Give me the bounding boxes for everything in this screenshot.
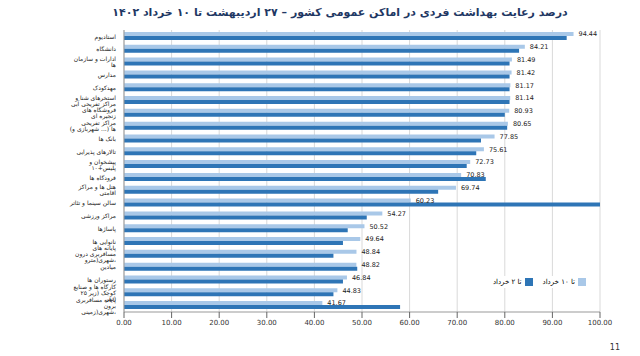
svg-text:پاساژها: پاساژها	[98, 225, 117, 233]
svg-text:استادیوم: استادیوم	[95, 33, 117, 41]
svg-text:رستوران ها: رستوران ها	[87, 276, 116, 284]
svg-text:72.73: 72.73	[475, 158, 494, 166]
svg-text:80.65: 80.65	[513, 120, 532, 128]
svg-text:30.00: 30.00	[257, 319, 277, 327]
svg-text:81.14: 81.14	[515, 94, 534, 102]
svg-text:20.00: 20.00	[209, 319, 229, 327]
svg-text:80.93: 80.93	[514, 107, 533, 115]
svg-text:ادارات و سازمانها: ادارات و سازمانها	[74, 55, 116, 68]
svg-text:90.00: 90.00	[542, 319, 562, 327]
svg-text:کارگاه ها و صنایعکوچک (زیر ۲۵ن: کارگاه ها و صنایعکوچک (زیر ۲۵نفر)	[73, 283, 116, 303]
svg-text:81.17: 81.17	[515, 82, 534, 90]
svg-text:48.84: 48.84	[361, 248, 380, 256]
html-text:درصد رعایت بهداشت فردی در اماک: درصد رعایت بهداشت فردی در اماکن عمومی کش…	[112, 6, 568, 19]
svg-text:49.64: 49.64	[365, 235, 384, 243]
svg-text:50.52: 50.52	[369, 223, 388, 231]
svg-text:فرودگاه ها: فرودگاه ها	[90, 174, 117, 182]
svg-text:54.27: 54.27	[387, 210, 406, 218]
svg-text:نانوایی ها: نانوایی ها	[92, 237, 116, 245]
html-text:زنجیره ای: زنجیره ای	[91, 112, 116, 120]
svg-text:پایانه هایمسافربری درونشهری(مت: پایانه هایمسافربری درونشهری(مترو،	[75, 244, 116, 264]
svg-text:81.42: 81.42	[517, 69, 536, 77]
svg-text:44.83: 44.83	[342, 287, 361, 295]
svg-text:60.00: 60.00	[400, 319, 420, 327]
svg-text:70.83: 70.83	[466, 171, 485, 179]
html-text:تا ۱۰ خرداد: تا ۱۰ خرداد	[542, 278, 575, 286]
svg-text:48.82: 48.82	[361, 261, 380, 269]
svg-text:میادین: میادین	[100, 263, 116, 271]
svg-text:مدارس: مدارس	[98, 71, 116, 79]
html-text:فروشگاه های: فروشگاه های	[82, 106, 116, 114]
svg-text:40.00: 40.00	[304, 319, 324, 327]
svg-text:94.44: 94.44	[579, 30, 598, 38]
svg-text:0.00: 0.00	[116, 319, 132, 327]
html-text:مراکز تفریحی آبی: مراکز تفریحی آبی	[70, 99, 116, 107]
svg-text:70.00: 70.00	[447, 319, 467, 327]
svg-text:پیشخوان وپلیس+۱۰: پیشخوان وپلیس+۱۰	[88, 158, 116, 172]
svg-text:مراکز تفریحی(شهربازی و ...) ها: مراکز تفریحی(شهربازی و ...) ها	[70, 119, 116, 133]
svg-text:پایانه مسافربریبرونشهری(زمینی،: پایانه مسافربریبرونشهری(زمینی،	[76, 296, 116, 316]
svg-text:81.49: 81.49	[517, 56, 536, 64]
svg-text:50.00: 50.00	[352, 319, 372, 327]
svg-text:41.67: 41.67	[327, 299, 346, 307]
svg-text:تالارهای پذیرایی: تالارهای پذیرایی	[76, 148, 116, 156]
svg-text:سالن سینما و تئاتر: سالن سینما و تئاتر	[69, 199, 116, 207]
html-text:استخرهای شنا و: استخرهای شنا و	[75, 93, 116, 101]
svg-text:69.74: 69.74	[461, 184, 480, 192]
html-text:11: 11	[609, 343, 620, 352]
svg-text:10.00: 10.00	[162, 319, 182, 327]
svg-text:80.00: 80.00	[495, 319, 515, 327]
svg-text:دانشگاه: دانشگاه	[96, 45, 116, 52]
html-text:تا ۲ خرداد: تا ۲ خرداد	[492, 278, 522, 286]
svg-text:هتل ها و مراکزاقامتی: هتل ها و مراکزاقامتی	[78, 183, 117, 196]
svg-text:مراکز ورزشی: مراکز ورزشی	[81, 212, 116, 220]
svg-text:60.23: 60.23	[416, 197, 435, 205]
svg-text:مهدکودک: مهدکودک	[93, 84, 116, 92]
svg-text:بانک ها: بانک ها	[99, 135, 117, 142]
svg-text:77.85: 77.85	[500, 133, 519, 141]
svg-text:84.21: 84.21	[530, 43, 549, 51]
svg-text:46.84: 46.84	[352, 274, 371, 282]
svg-text:75.61: 75.61	[489, 146, 508, 154]
svg-text:100.00: 100.00	[588, 319, 613, 327]
